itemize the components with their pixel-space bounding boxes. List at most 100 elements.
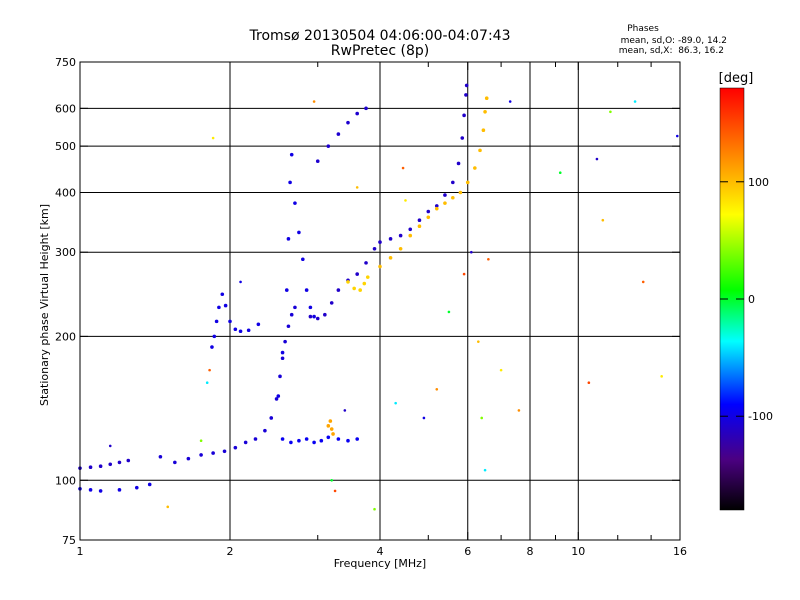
data-point	[330, 478, 334, 482]
data-point	[217, 305, 221, 310]
data-point	[211, 136, 215, 140]
data-point	[269, 416, 274, 420]
data-point	[88, 465, 93, 470]
data-point	[98, 489, 103, 493]
data-point	[336, 132, 341, 136]
data-point	[312, 314, 316, 319]
data-point	[304, 288, 309, 292]
data-point	[401, 166, 405, 170]
data-point	[355, 437, 359, 441]
data-point	[312, 100, 316, 103]
data-point	[398, 246, 403, 251]
data-point	[426, 209, 431, 214]
data-point	[394, 401, 397, 405]
data-point	[238, 329, 243, 334]
data-point	[289, 440, 293, 445]
data-points	[78, 83, 679, 511]
data-point	[451, 195, 455, 200]
data-point	[460, 136, 465, 140]
data-point	[208, 368, 211, 372]
y-tick-label: 200	[55, 330, 76, 343]
x-tick-label: 16	[673, 545, 687, 558]
data-point	[308, 314, 313, 319]
y-tick-label: 300	[55, 246, 76, 259]
data-point	[422, 416, 426, 420]
data-point	[312, 440, 316, 445]
data-point	[462, 113, 466, 118]
data-point	[346, 120, 350, 125]
data-point	[293, 201, 297, 205]
data-point	[326, 144, 331, 148]
data-point	[315, 159, 320, 164]
data-point	[587, 381, 591, 385]
y-tick-label: 75	[62, 534, 76, 547]
x-axis-label: Frequency [MHz]	[334, 557, 426, 570]
data-point	[451, 180, 455, 185]
chart-title: Tromsø 20130504 04:06:00-04:07:43	[249, 28, 511, 44]
data-point	[443, 193, 447, 197]
data-point	[278, 374, 282, 379]
data-point	[288, 180, 292, 185]
data-point	[364, 261, 368, 265]
x-tick-label: 10	[571, 545, 585, 558]
data-point	[315, 316, 320, 321]
data-point	[326, 424, 331, 428]
data-point	[147, 482, 152, 487]
data-point	[462, 272, 466, 276]
data-point	[633, 100, 637, 103]
data-point	[609, 110, 612, 114]
x-tick-label: 8	[527, 545, 534, 558]
data-point	[352, 286, 356, 291]
data-point	[274, 397, 279, 401]
data-point	[199, 453, 203, 457]
data-point	[117, 460, 122, 465]
data-point	[98, 464, 103, 469]
data-point	[329, 427, 334, 431]
y-tick-label: 600	[55, 102, 76, 115]
data-point	[289, 312, 294, 317]
data-point	[283, 339, 287, 344]
colorbar-label: [deg]	[719, 71, 754, 86]
data-point	[499, 368, 503, 372]
data-point	[158, 454, 163, 459]
data-point	[108, 462, 113, 467]
data-point	[328, 419, 333, 423]
data-point	[323, 312, 327, 317]
data-point	[280, 356, 285, 361]
data-point	[487, 257, 490, 261]
data-point	[484, 96, 489, 100]
data-point	[280, 437, 285, 441]
data-point	[641, 280, 645, 284]
data-point	[675, 134, 679, 138]
x-tick-label: 1	[77, 545, 84, 558]
data-point	[228, 319, 232, 324]
data-point	[222, 449, 227, 454]
data-point	[88, 488, 93, 492]
data-point	[601, 218, 605, 222]
data-point	[408, 233, 413, 238]
data-point	[388, 237, 393, 241]
data-point	[186, 456, 191, 461]
data-point	[464, 93, 468, 97]
grid-lines	[80, 62, 680, 540]
data-point	[212, 334, 217, 339]
data-point	[276, 394, 281, 398]
data-point	[458, 190, 463, 195]
data-point	[373, 507, 376, 511]
data-point	[331, 432, 335, 436]
data-point	[426, 215, 431, 220]
data-point	[211, 451, 215, 455]
y-axis-label: Stationary phase Virtual Height [km]	[38, 204, 51, 406]
x-tick-label: 2	[227, 545, 234, 558]
data-point	[117, 488, 122, 492]
data-point	[480, 416, 484, 420]
data-point	[443, 201, 447, 205]
data-point	[388, 256, 393, 260]
data-point	[517, 409, 521, 412]
data-point	[286, 237, 291, 241]
data-point	[253, 437, 258, 441]
data-point	[293, 305, 297, 310]
data-point	[404, 199, 407, 202]
data-point	[417, 224, 422, 229]
data-point	[465, 180, 470, 185]
